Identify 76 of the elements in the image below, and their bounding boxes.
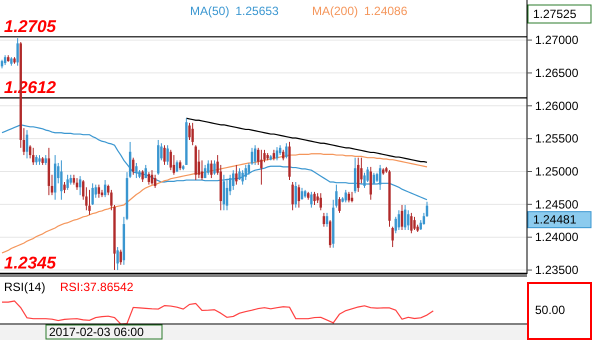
ref-line-label: 1.2705 <box>4 16 57 36</box>
annotation: 1.25653 <box>235 4 280 18</box>
candlestick <box>254 144 256 166</box>
y-tick-label: 1.24000 <box>535 230 579 244</box>
text: 1.24481 <box>533 212 577 227</box>
candlestick <box>210 160 213 179</box>
candlestick <box>170 149 172 171</box>
y-tick-label: 1.26000 <box>535 98 579 113</box>
candlestick <box>391 226 394 248</box>
chart-title: RSI(14) <box>4 280 46 294</box>
candlestick <box>320 192 322 211</box>
text: MA(50) <box>190 4 230 18</box>
candlestick <box>372 172 376 186</box>
y-tick-label: 1.25000 <box>535 164 579 178</box>
candlestick <box>354 157 356 194</box>
candlestick <box>357 157 360 192</box>
candlestick <box>148 172 150 186</box>
candlestick <box>166 144 169 166</box>
candlestick <box>285 142 288 159</box>
candlestick <box>235 164 238 186</box>
text: 50.00 <box>535 303 566 317</box>
candlestick <box>344 189 347 203</box>
candlestick <box>204 164 206 179</box>
y-tick-label: 1.25500 <box>535 132 579 146</box>
candlestick <box>116 246 119 271</box>
candlestick <box>178 160 182 171</box>
y-tick-label: 1.27000 <box>535 33 579 48</box>
candlestick <box>410 212 413 234</box>
candlestick <box>154 174 156 188</box>
y-tick-label: 1.23500 <box>535 263 579 278</box>
candlestick <box>370 166 372 200</box>
candlestick <box>16 38 19 66</box>
candlestick <box>78 176 82 196</box>
candlestick <box>120 249 122 266</box>
candlestick <box>141 170 144 183</box>
ref-line-label: 1.2345 <box>4 253 57 272</box>
candlestick <box>35 154 38 166</box>
candlestick <box>76 178 78 190</box>
candlestick <box>322 212 326 228</box>
candlestick <box>91 182 94 206</box>
candlestick <box>244 164 247 181</box>
candlestick <box>328 220 332 248</box>
candlestick <box>378 164 382 190</box>
candlestick <box>294 182 297 208</box>
y-tick-label: 1.26500 <box>535 66 579 80</box>
candlestick <box>32 147 34 166</box>
candlestick <box>191 122 194 146</box>
candlestick <box>4 54 6 66</box>
annotation: 1.24086 <box>364 4 408 18</box>
y-tick-label: 1.24500 <box>535 197 579 212</box>
candlestick <box>144 164 147 179</box>
text: MA(200) <box>312 4 358 18</box>
candlestick <box>44 154 47 166</box>
candlestick <box>272 149 276 161</box>
candlestick <box>407 210 410 230</box>
text: 1.27525 <box>533 7 577 21</box>
candlestick <box>132 157 134 176</box>
candlestick <box>260 149 263 186</box>
candlestick <box>282 149 284 161</box>
candlestick <box>348 191 350 203</box>
candlestick <box>404 204 406 230</box>
candlestick <box>66 174 69 190</box>
candlestick <box>310 191 313 208</box>
candlestick <box>135 162 138 179</box>
candlestick <box>398 210 400 230</box>
candlestick <box>291 182 294 211</box>
candlestick <box>298 184 300 208</box>
line-series <box>186 118 428 163</box>
chart-subtitle: RSI:37.86542 <box>60 280 134 294</box>
text: 2017-02-03 06:00 <box>49 325 144 339</box>
candlestick <box>98 184 100 198</box>
candlestick <box>360 157 363 184</box>
candlestick <box>198 149 200 179</box>
candlestick <box>60 160 63 200</box>
candlestick <box>104 180 106 198</box>
candlestick <box>207 160 210 176</box>
